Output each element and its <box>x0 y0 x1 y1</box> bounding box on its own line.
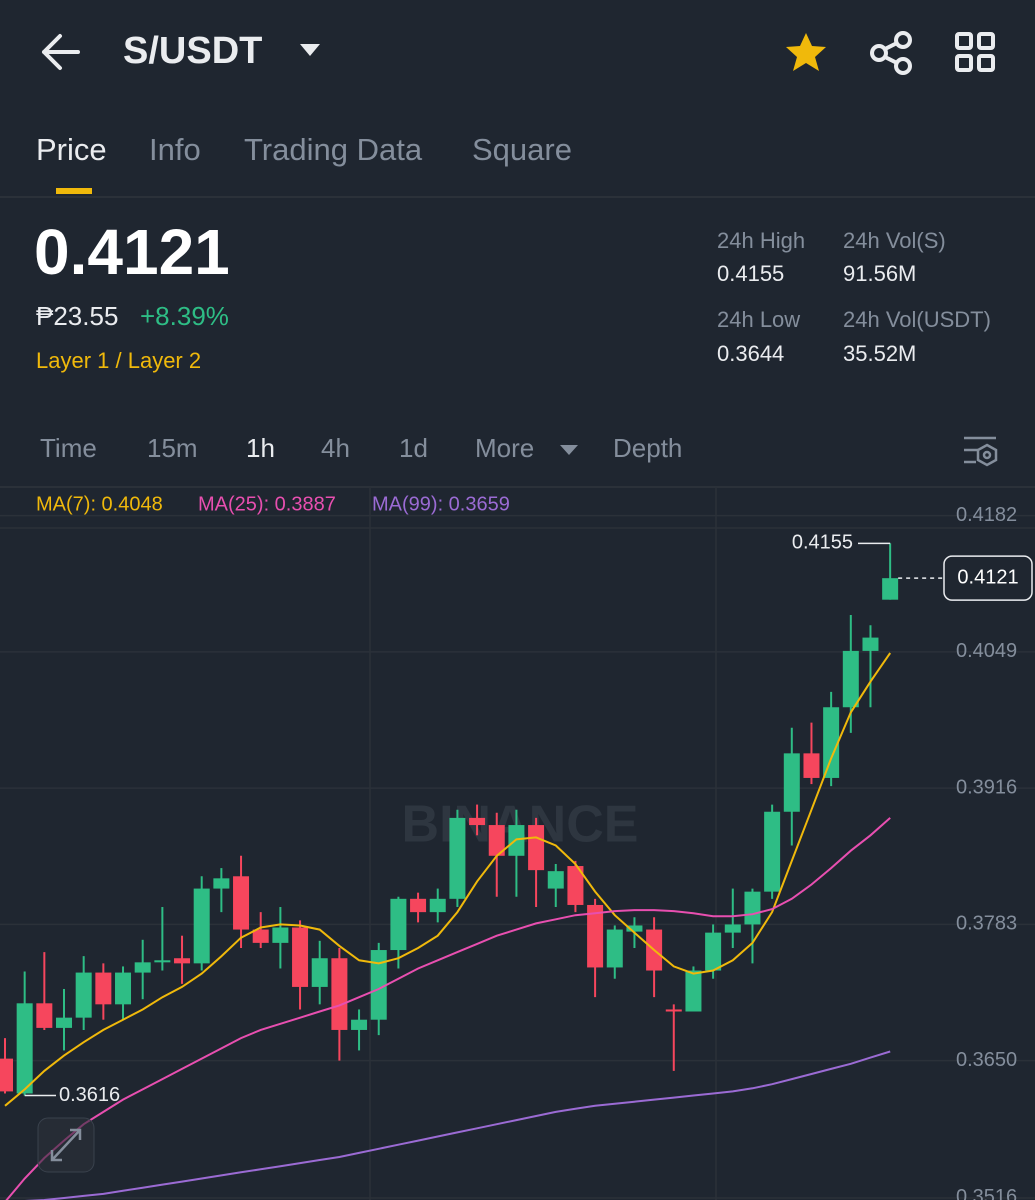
moving-average-line <box>24 1050 891 1200</box>
share-button[interactable] <box>870 31 912 75</box>
candle-body <box>95 972 112 1005</box>
candle-body <box>16 1003 33 1094</box>
local-price: ₱23.55 <box>36 301 118 331</box>
candle-body <box>528 825 545 871</box>
candle-body <box>567 866 584 905</box>
tab[interactable]: Info <box>149 132 201 167</box>
interval[interactable]: 15m <box>147 433 198 463</box>
candle-body <box>469 817 486 826</box>
interval[interactable]: Depth <box>613 433 682 463</box>
candle-body <box>0 1058 13 1092</box>
candle-body <box>351 1019 368 1030</box>
y-tick-label: 0.4182 <box>956 504 1017 526</box>
stat-value: 35.52M <box>843 341 916 366</box>
candle-body <box>331 958 348 1030</box>
candle-body <box>665 1009 682 1012</box>
stat-label: 24h Vol(USDT) <box>843 307 991 332</box>
candle-body <box>36 1003 53 1028</box>
tab-indicator <box>56 188 92 194</box>
stat-value: 91.56M <box>843 261 916 286</box>
last-price-box <box>943 555 1033 601</box>
candle-body <box>233 876 250 930</box>
interval[interactable]: 1d <box>399 433 428 463</box>
pair-title[interactable]: S/USDT <box>123 30 262 72</box>
min-marker-label: 0.3616 <box>59 1084 120 1106</box>
candle-body <box>154 960 171 963</box>
candle-body <box>213 878 230 889</box>
category-tag[interactable]: Layer 1 / Layer 2 <box>36 348 201 373</box>
moving-average-line <box>5 817 891 1200</box>
candle-body <box>724 924 741 933</box>
y-tick-label: 0.3516 <box>956 1186 1017 1200</box>
stat-label: 24h Low <box>717 307 800 332</box>
pair-dropdown[interactable] <box>300 44 320 56</box>
back-button[interactable] <box>42 34 80 70</box>
candle-body <box>705 932 722 971</box>
moving-average-line <box>4 652 892 1107</box>
candle-body <box>744 891 761 925</box>
expand-button[interactable] <box>37 1117 95 1173</box>
candle-body <box>606 929 623 968</box>
candle-body <box>842 650 859 708</box>
candle-body <box>862 637 879 651</box>
candle-body <box>764 811 781 892</box>
candle-body <box>783 753 800 812</box>
chart-settings[interactable] <box>964 436 998 467</box>
candle-body <box>272 927 289 943</box>
plot-area <box>0 514 1035 1200</box>
candle-body <box>488 825 505 856</box>
max-marker-label: 0.4155 <box>792 532 853 554</box>
tab[interactable]: Square <box>472 132 572 167</box>
candle-body <box>134 962 151 973</box>
candle-body <box>75 972 92 1018</box>
legend-entry: MA(25): 0.3887 <box>198 493 336 515</box>
y-tick-label: 0.3916 <box>956 776 1017 798</box>
candle-body <box>193 888 210 964</box>
favorite-star[interactable] <box>786 33 826 71</box>
more-dropdown[interactable] <box>560 445 578 455</box>
last-price-label: 0.4121 <box>957 566 1018 588</box>
interval[interactable]: 4h <box>321 433 350 463</box>
candle-body <box>449 817 466 899</box>
legend-entry: MA(7): 0.4048 <box>36 493 163 515</box>
stat-label: 24h Vol(S) <box>843 228 946 253</box>
tab[interactable]: Trading Data <box>244 132 423 167</box>
candle-body <box>56 1017 73 1028</box>
candle-body <box>587 904 604 968</box>
y-tick-label: 0.4049 <box>956 640 1017 662</box>
candle-body <box>429 898 446 913</box>
candle-body <box>685 970 702 1012</box>
candle-body <box>410 898 427 913</box>
candle-body <box>311 958 328 987</box>
candle-body <box>292 927 309 987</box>
candle-body <box>882 578 899 600</box>
stat-value: 0.4155 <box>717 261 784 286</box>
candle-body <box>803 753 820 778</box>
stat-label: 24h High <box>717 228 805 253</box>
candle-body <box>115 972 132 1005</box>
y-tick-label: 0.3783 <box>956 913 1017 935</box>
last-price: 0.4121 <box>34 216 230 288</box>
stat-value: 0.3644 <box>717 341 784 366</box>
candle-body <box>390 898 407 951</box>
tab[interactable]: Price <box>36 132 107 167</box>
candle-body <box>547 871 564 889</box>
interval[interactable]: 1h <box>246 433 275 463</box>
menu-grid[interactable] <box>955 32 995 72</box>
y-tick-label: 0.3650 <box>956 1049 1017 1071</box>
candle-body <box>252 929 269 943</box>
candle-body <box>823 707 840 778</box>
interval[interactable]: More <box>475 433 534 463</box>
candle-body <box>174 958 191 964</box>
candle-body <box>370 950 387 1020</box>
interval[interactable]: Time <box>40 433 97 463</box>
legend-entry: MA(99): 0.3659 <box>372 493 510 515</box>
price-change: +8.39% <box>140 301 229 331</box>
candle-body <box>626 925 643 932</box>
